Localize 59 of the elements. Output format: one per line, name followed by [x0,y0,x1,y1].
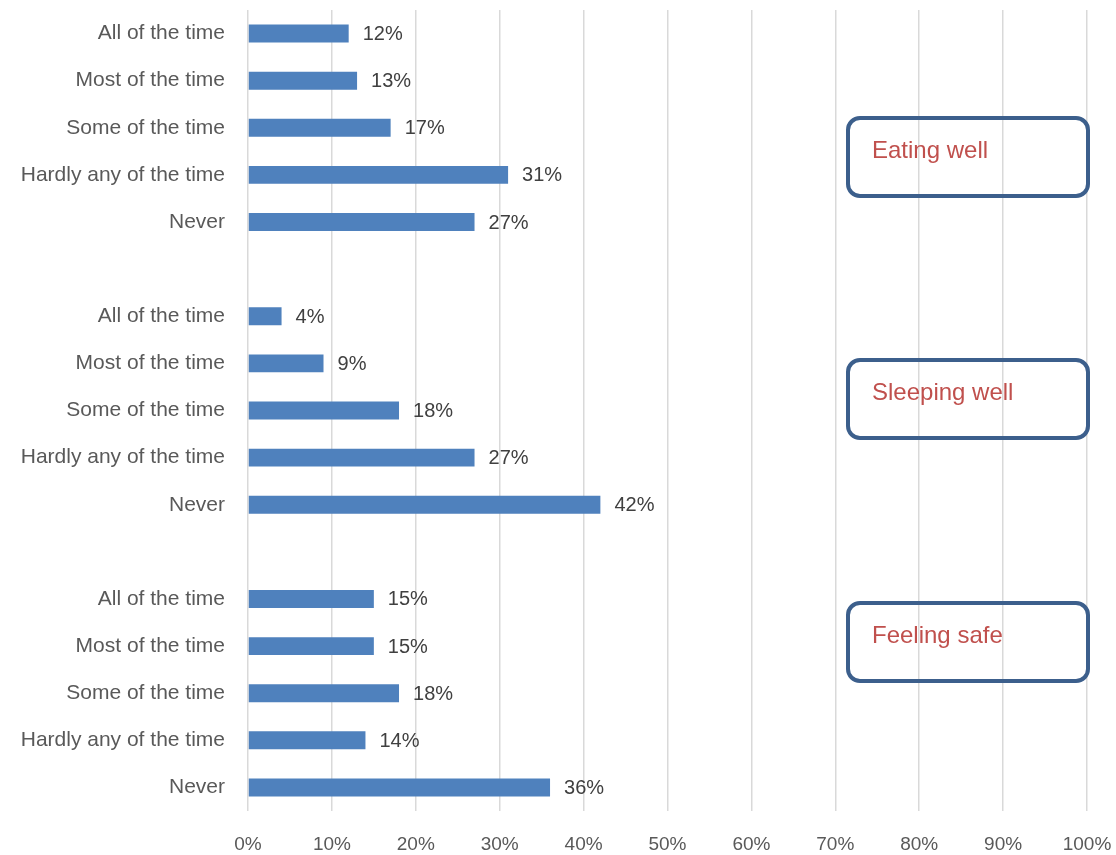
bar [248,590,374,608]
bar [248,24,349,43]
bar [248,637,374,656]
data-label: 4% [295,304,325,327]
data-label: 12% [362,22,403,45]
data-label: 15% [387,634,429,657]
y-tick-label: Hardly any of the time [20,161,225,185]
bar [248,213,475,231]
bar [248,354,324,373]
x-tick-label: 40% [564,832,603,854]
data-label: 13% [371,69,412,92]
bar [248,165,509,184]
y-tick-label: Some of the time [66,114,225,138]
bar [248,778,551,797]
x-tick-label: 20% [396,832,435,854]
y-tick-label: Hardly any of the time [20,727,225,751]
x-tick-label: 80% [900,832,939,854]
y-tick-label: Never [168,774,225,798]
y-tick-label: All of the time [97,303,225,327]
x-tick-label: 10% [312,832,352,854]
x-tick-label: 90% [984,832,1023,854]
y-tick-label: Most of the time [75,632,225,656]
bar [248,118,391,137]
annotation: Feeling safe [872,621,1003,650]
y-tick-label: All of the time [97,585,225,609]
data-label: 42% [614,493,655,516]
data-label: 14% [379,728,420,751]
data-label: 27% [488,210,529,233]
y-tick-label: Never [168,491,225,515]
y-tick-label: Most of the time [75,350,225,374]
x-tick-label: 60% [732,832,771,854]
y-tick-label: Most of the time [75,67,225,91]
data-label: 17% [404,116,445,139]
y-tick-label: Some of the time [66,397,225,421]
data-label: 27% [488,446,529,469]
data-label: 31% [522,163,563,186]
data-label: 18% [413,399,454,422]
annotation: Sleeping well [872,378,1014,407]
bar [248,401,400,420]
bar [248,495,601,514]
x-tick-label: 30% [480,832,519,854]
x-tick-label: 50% [648,832,687,854]
y-tick-label: Some of the time [66,680,225,703]
annotation: Eating well [872,135,989,164]
data-label: 15% [387,587,429,610]
data-label: 18% [413,681,454,704]
x-tick-label: 70% [816,832,855,854]
bar [248,307,282,326]
y-tick-label: Never [168,208,225,232]
bar [248,448,475,467]
x-tick-label: 100% [1062,832,1112,854]
data-label: 9% [337,351,367,374]
data-label: 36% [564,775,605,798]
bar [248,731,366,750]
bar [248,71,358,90]
bar [248,684,400,703]
x-tick-label: 0% [234,832,262,854]
y-tick-label: All of the time [97,20,225,44]
y-tick-label: Hardly any of the time [20,444,225,468]
